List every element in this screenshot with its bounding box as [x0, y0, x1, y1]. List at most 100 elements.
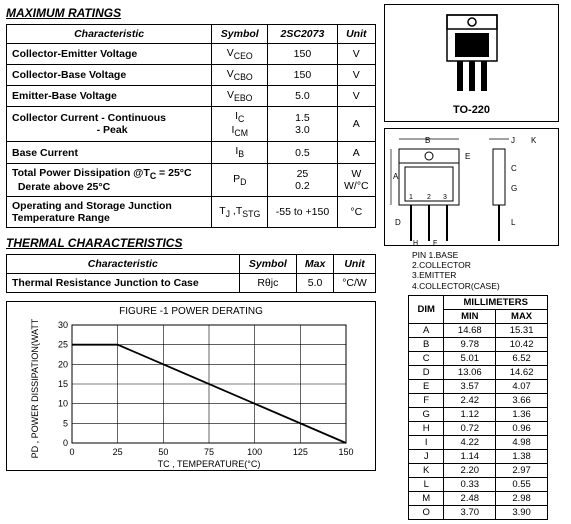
table-row: D13.0614.62	[409, 365, 548, 379]
rating-value: 250.2	[268, 163, 337, 196]
table-row: Collector Current - Continuous - PeakICI…	[7, 107, 376, 142]
svg-text:2: 2	[427, 194, 431, 201]
rating-label: Total Power Dissipation @TC = 25°C Derat…	[7, 163, 212, 196]
svg-text:20: 20	[58, 359, 68, 369]
ratings-table: CharacteristicSymbol2SC2073Unit Collecto…	[6, 24, 376, 228]
thermal-header-cell: Characteristic	[7, 254, 240, 273]
rating-label: Collector-Base Voltage	[7, 65, 212, 86]
dim-min: 2.48	[444, 491, 496, 505]
dim-min: 14.68	[444, 323, 496, 337]
dim-max: 3.90	[496, 505, 548, 519]
dim-key: H	[409, 421, 444, 435]
svg-text:C: C	[511, 164, 517, 173]
dim-max: 4.07	[496, 379, 548, 393]
svg-text:0: 0	[63, 438, 68, 448]
thermal-unit: °C/W	[334, 273, 376, 292]
rating-unit: A	[337, 142, 375, 163]
dim-key: F	[409, 393, 444, 407]
dim-key: C	[409, 351, 444, 365]
table-row: K2.202.97	[409, 463, 548, 477]
dim-max: 2.98	[496, 491, 548, 505]
dims-min-header: MIN	[444, 309, 496, 323]
dim-max: 0.55	[496, 477, 548, 491]
dim-max: 14.62	[496, 365, 548, 379]
svg-text:PD , POWER DISSIPATION(WATTS): PD , POWER DISSIPATION(WATTS)	[30, 319, 40, 458]
svg-text:150: 150	[338, 447, 353, 457]
dim-min: 13.06	[444, 365, 496, 379]
rating-value: 1.53.0	[268, 107, 337, 142]
rating-symbol: VCBO	[212, 65, 268, 86]
rating-label: Collector Current - Continuous - Peak	[7, 107, 212, 142]
thermal-header-cell: Unit	[334, 254, 376, 273]
rating-label: Base Current	[7, 142, 212, 163]
table-row: J1.141.38	[409, 449, 548, 463]
table-row: Emitter-Base VoltageVEBO5.0V	[7, 86, 376, 107]
svg-text:K: K	[531, 136, 537, 145]
svg-text:1: 1	[409, 194, 413, 201]
dim-min: 3.57	[444, 379, 496, 393]
dim-min: 1.14	[444, 449, 496, 463]
table-row: F2.423.66	[409, 393, 548, 407]
ratings-header-cell: Unit	[337, 25, 375, 44]
dim-key: K	[409, 463, 444, 477]
svg-text:10: 10	[58, 398, 68, 408]
svg-text:G: G	[511, 184, 517, 193]
chart-title: FIGURE -1 POWER DERATING	[7, 306, 375, 317]
table-row: I4.224.98	[409, 435, 548, 449]
rating-symbol: TJ ,TSTG	[212, 196, 268, 227]
table-row: Operating and Storage JunctionTemperatur…	[7, 196, 376, 227]
dim-key: G	[409, 407, 444, 421]
svg-text:50: 50	[158, 447, 168, 457]
dim-key: E	[409, 379, 444, 393]
table-row: Total Power Dissipation @TC = 25°C Derat…	[7, 163, 376, 196]
rating-value: -55 to +150	[268, 196, 337, 227]
table-row: C5.016.52	[409, 351, 548, 365]
dim-key: M	[409, 491, 444, 505]
svg-text:30: 30	[58, 320, 68, 330]
table-row: M2.482.98	[409, 491, 548, 505]
svg-text:J: J	[511, 136, 515, 145]
rating-symbol: IB	[212, 142, 268, 163]
dim-max: 3.66	[496, 393, 548, 407]
thermal-title: THERMAL CHARACTERISTICS	[6, 236, 376, 250]
dim-key: A	[409, 323, 444, 337]
svg-text:E: E	[465, 152, 470, 161]
svg-text:25: 25	[113, 447, 123, 457]
dim-min: 3.70	[444, 505, 496, 519]
table-row: H0.720.96	[409, 421, 548, 435]
svg-text:H: H	[413, 240, 418, 247]
table-row: E3.574.07	[409, 379, 548, 393]
dim-max: 0.96	[496, 421, 548, 435]
svg-text:D: D	[395, 218, 401, 227]
rating-unit: °C	[337, 196, 375, 227]
rating-symbol: PD	[212, 163, 268, 196]
ratings-header-cell: 2SC2073	[268, 25, 337, 44]
rating-unit: A	[337, 107, 375, 142]
svg-text:F: F	[433, 240, 437, 247]
rating-label: Collector-Emitter Voltage	[7, 44, 212, 65]
thermal-label: Thermal Resistance Junction to Case	[7, 273, 240, 292]
table-row: B9.7810.42	[409, 337, 548, 351]
svg-text:3: 3	[443, 194, 447, 201]
table-row: L0.330.55	[409, 477, 548, 491]
dims-max-header: MAX	[496, 309, 548, 323]
dim-max: 6.52	[496, 351, 548, 365]
dims-unit-header: MILLIMETERS	[444, 295, 548, 309]
table-row: Base CurrentIB0.5A	[7, 142, 376, 163]
rating-unit: V	[337, 86, 375, 107]
thermal-header-cell: Max	[297, 254, 334, 273]
svg-text:5: 5	[63, 418, 68, 428]
rating-value: 5.0	[268, 86, 337, 107]
svg-text:100: 100	[247, 447, 262, 457]
pin-line: 3.EMITTER	[412, 270, 559, 280]
pin-line: 4.COLLECTOR(CASE)	[412, 281, 559, 291]
package-label: TO-220	[385, 104, 558, 116]
package-drawing: TO-220	[384, 4, 559, 122]
table-row: O3.703.90	[409, 505, 548, 519]
dims-dim-header: DIM	[409, 295, 444, 323]
dim-max: 4.98	[496, 435, 548, 449]
dim-max: 15.31	[496, 323, 548, 337]
rating-value: 150	[268, 65, 337, 86]
svg-text:125: 125	[293, 447, 308, 457]
rating-symbol: ICICM	[212, 107, 268, 142]
